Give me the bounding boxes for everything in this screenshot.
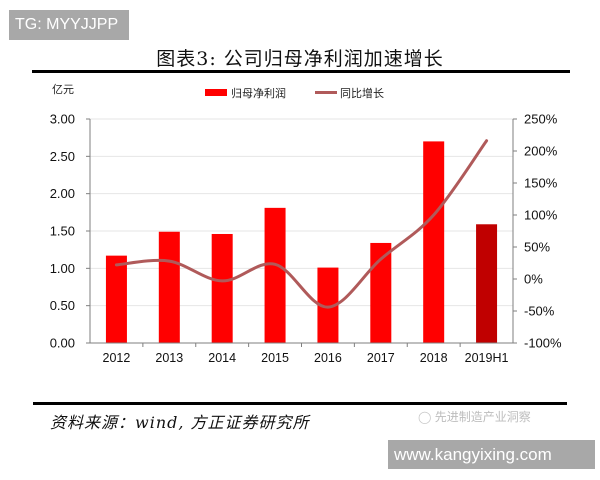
- y-tick-label: 2.50: [50, 149, 75, 164]
- watermark-site: www.kangyixing.com: [388, 440, 595, 469]
- wechat-account-label: 先进制造产业洞察: [434, 410, 531, 424]
- y-tick-label: 2.00: [50, 186, 75, 201]
- left-axis-ticks: 0.00 0.50 1.00 1.50 2.00 2.50 3.00: [50, 112, 90, 351]
- x-tick-label: 2019H1: [465, 351, 509, 365]
- footer-rule: [33, 402, 567, 405]
- bar-2013: [158, 231, 180, 343]
- bar-2019H1: [476, 224, 498, 343]
- legend: 归母净利润 同比增长: [205, 86, 384, 100]
- legend-bar-swatch: [205, 89, 227, 96]
- x-tick-label: 2013: [155, 351, 183, 365]
- y2-tick-label: 100%: [524, 208, 558, 223]
- y2-tick-label: 50%: [524, 240, 550, 255]
- y2-tick-label: 150%: [524, 176, 558, 191]
- y-tick-label: 3.00: [50, 112, 75, 127]
- watermark-tg: TG: MYYJJPP: [9, 10, 129, 40]
- bar-2018: [423, 141, 445, 343]
- bar-2017: [370, 242, 392, 343]
- legend-line-label: 同比增长: [340, 86, 384, 100]
- y2-tick-label: 250%: [524, 112, 558, 127]
- source-note: 资料来源：wind, 方正证券研究所: [50, 413, 310, 432]
- y-tick-label: 1.00: [50, 261, 75, 276]
- bar-2016: [317, 267, 339, 343]
- wechat-icon: ◯: [418, 410, 432, 424]
- y2-tick-label: 200%: [524, 144, 558, 159]
- bar-2012: [105, 255, 127, 343]
- y-tick-label: 1.50: [50, 224, 75, 239]
- legend-bar-label: 归母净利润: [231, 86, 286, 100]
- right-axis-ticks: -100% -50% 0% 50% 100% 150% 200% 250%: [513, 112, 562, 351]
- y-tick-label: 0.00: [50, 336, 75, 351]
- y2-tick-label: 0%: [524, 272, 543, 287]
- x-tick-label: 2015: [261, 351, 289, 365]
- x-axis-ticks: 2012 2013 2014 2015 2016 2017 2018 2019H1: [103, 343, 509, 365]
- wechat-watermark: ◯ 先进制造产业洞察: [418, 408, 531, 425]
- x-tick-label: 2014: [208, 351, 236, 365]
- chart-title: 图表3: 公司归母净利润加速增长: [156, 48, 444, 70]
- bar-2015: [264, 207, 286, 343]
- x-tick-label: 2018: [420, 351, 448, 365]
- gridlines: [90, 118, 513, 307]
- x-tick-label: 2012: [103, 351, 131, 365]
- y-axis-unit: 亿元: [52, 83, 74, 96]
- growth-line: [114, 139, 489, 309]
- y-tick-label: 0.50: [50, 298, 75, 313]
- bars: [105, 141, 498, 343]
- x-tick-label: 2017: [367, 351, 395, 365]
- y2-tick-label: -50%: [524, 304, 555, 319]
- y2-tick-label: -100%: [524, 336, 562, 351]
- title-rule: [32, 70, 570, 73]
- bar-2014: [211, 233, 233, 343]
- x-tick-label: 2016: [314, 351, 342, 365]
- chart: 0.00 0.50 1.00 1.50 2.00 2.50 3.00 -100% -50% 0%…: [50, 83, 562, 365]
